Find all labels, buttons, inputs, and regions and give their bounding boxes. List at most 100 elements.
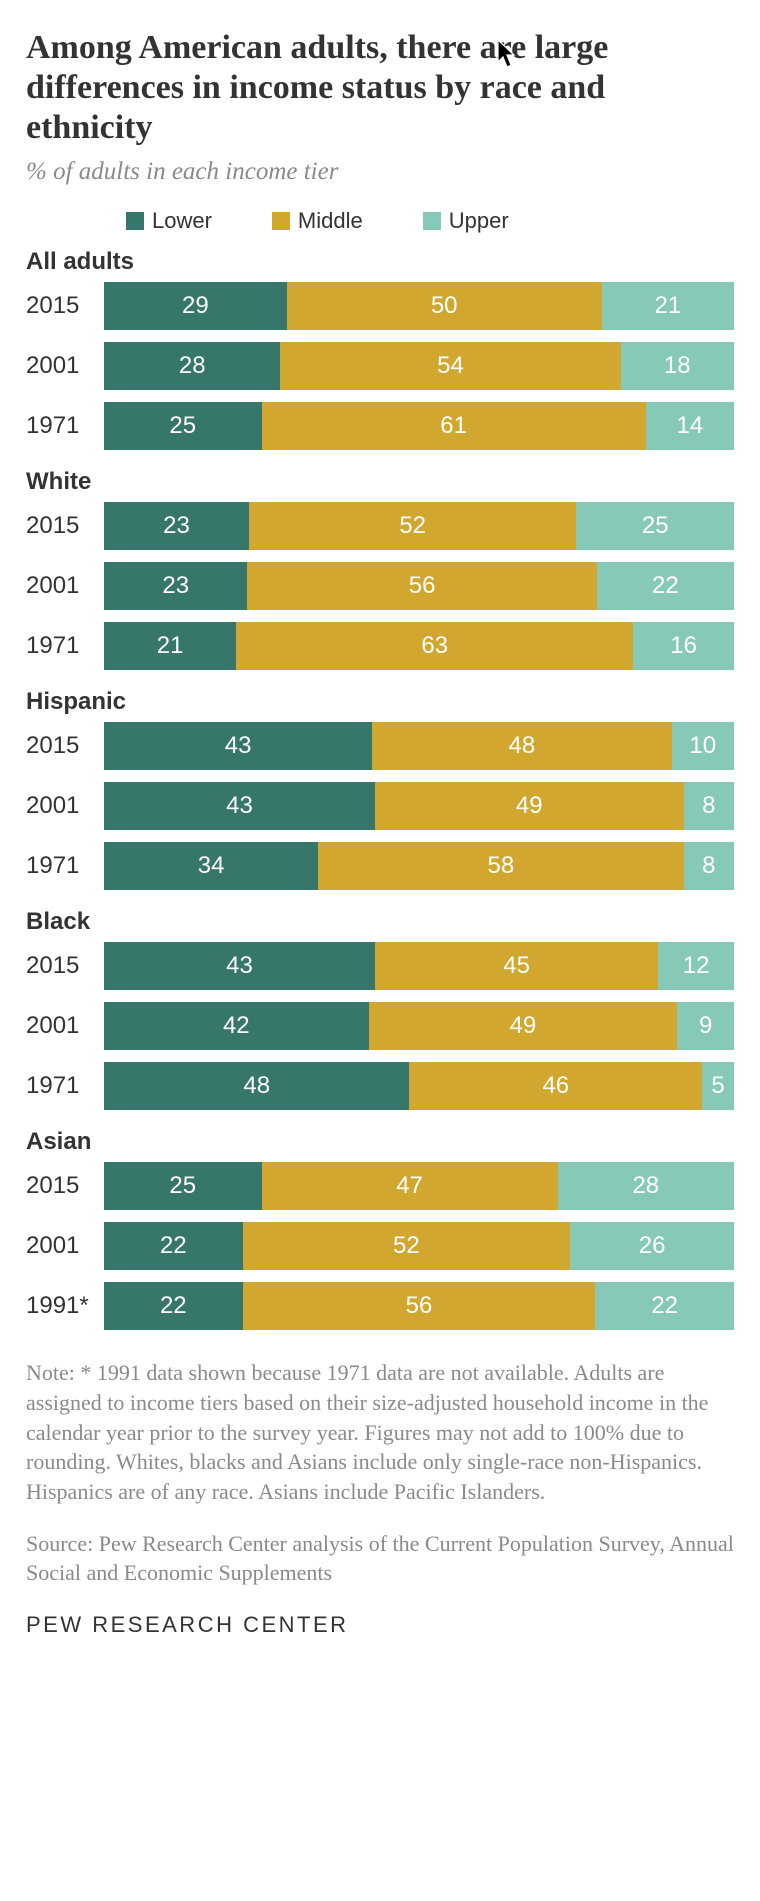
stacked-bar: 216316 (104, 622, 734, 670)
bar-segment-middle: 46 (409, 1062, 702, 1110)
bar-segment-lower: 25 (104, 402, 262, 450)
group-label: All adults (26, 248, 734, 276)
bar-segment-upper: 8 (684, 782, 734, 830)
bar-segment-lower: 48 (104, 1062, 409, 1110)
chart-note: Note: * 1991 data shown because 1971 dat… (26, 1358, 734, 1506)
stacked-bar: 235225 (104, 502, 734, 550)
bar-segment-middle: 52 (249, 502, 577, 550)
row-year-label: 1971 (26, 632, 104, 660)
stacked-bar: 254728 (104, 1162, 734, 1210)
chart-group: Hispanic2015434810200143498197134588 (26, 688, 734, 890)
stacked-bar: 48465 (104, 1062, 734, 1110)
bar-row: 197148465 (26, 1062, 734, 1110)
bar-segment-upper: 9 (677, 1002, 734, 1050)
stacked-bar: 225226 (104, 1222, 734, 1270)
stacked-bar: 42499 (104, 1002, 734, 1050)
chart-body: All adults201529502120012854181971256114… (26, 248, 734, 1330)
bar-segment-lower: 22 (104, 1282, 243, 1330)
bar-segment-middle: 58 (318, 842, 683, 890)
bar-segment-upper: 8 (684, 842, 734, 890)
bar-segment-upper: 22 (595, 1282, 734, 1330)
legend-label: Lower (152, 208, 212, 234)
legend: Lower Middle Upper (26, 208, 734, 234)
bar-row: 2001285418 (26, 342, 734, 390)
bar-row: 200143498 (26, 782, 734, 830)
bar-row: 2001235622 (26, 562, 734, 610)
bar-segment-middle: 54 (280, 342, 620, 390)
bar-segment-middle: 61 (262, 402, 646, 450)
bar-segment-lower: 34 (104, 842, 318, 890)
group-label: Asian (26, 1128, 734, 1156)
group-label: Hispanic (26, 688, 734, 716)
bar-segment-middle: 47 (262, 1162, 558, 1210)
bar-segment-middle: 48 (372, 722, 671, 770)
bar-segment-lower: 43 (104, 722, 372, 770)
stacked-bar: 295021 (104, 282, 734, 330)
group-label: White (26, 468, 734, 496)
row-year-label: 1991* (26, 1292, 104, 1320)
legend-item: Middle (272, 208, 363, 234)
bar-segment-middle: 49 (375, 782, 684, 830)
bar-row: 197134588 (26, 842, 734, 890)
row-year-label: 1971 (26, 1072, 104, 1100)
legend-item: Lower (126, 208, 212, 234)
bar-segment-lower: 23 (104, 502, 249, 550)
bar-segment-upper: 22 (597, 562, 734, 610)
stacked-bar: 235622 (104, 562, 734, 610)
legend-label: Upper (449, 208, 509, 234)
bar-segment-upper: 16 (633, 622, 734, 670)
bar-segment-upper: 28 (558, 1162, 734, 1210)
bar-segment-middle: 45 (375, 942, 659, 990)
row-year-label: 2001 (26, 572, 104, 600)
stacked-bar: 434810 (104, 722, 734, 770)
bar-segment-upper: 12 (658, 942, 734, 990)
brand-label: PEW RESEARCH CENTER (26, 1612, 734, 1638)
stacked-bar: 285418 (104, 342, 734, 390)
legend-swatch (272, 212, 290, 230)
bar-segment-middle: 50 (287, 282, 602, 330)
row-year-label: 2015 (26, 952, 104, 980)
chart-group: All adults201529502120012854181971256114 (26, 248, 734, 450)
legend-swatch (423, 212, 441, 230)
bar-segment-upper: 25 (576, 502, 734, 550)
chart-subtitle: % of adults in each income tier (26, 158, 734, 186)
group-label: Black (26, 908, 734, 936)
bar-segment-middle: 63 (236, 622, 633, 670)
row-year-label: 1971 (26, 412, 104, 440)
row-year-label: 2001 (26, 352, 104, 380)
bar-row: 2015434810 (26, 722, 734, 770)
chart-source: Source: Pew Research Center analysis of … (26, 1529, 734, 1588)
stacked-bar: 43498 (104, 782, 734, 830)
bar-segment-middle: 56 (247, 562, 596, 610)
legend-item: Upper (423, 208, 509, 234)
bar-segment-middle: 52 (243, 1222, 571, 1270)
bar-segment-middle: 56 (243, 1282, 596, 1330)
stacked-bar: 34588 (104, 842, 734, 890)
bar-row: 2015295021 (26, 282, 734, 330)
title-wrap: Among American adults, there are large d… (26, 28, 734, 148)
bar-row: 2001225226 (26, 1222, 734, 1270)
chart-group: Asian201525472820012252261991*225622 (26, 1128, 734, 1330)
bar-segment-lower: 43 (104, 782, 375, 830)
row-year-label: 2015 (26, 292, 104, 320)
legend-label: Middle (298, 208, 363, 234)
bar-segment-lower: 43 (104, 942, 375, 990)
chart-card: Among American adults, there are large d… (0, 0, 760, 1668)
bar-segment-upper: 10 (672, 722, 734, 770)
bar-segment-lower: 29 (104, 282, 287, 330)
bar-segment-middle: 49 (369, 1002, 678, 1050)
stacked-bar: 434512 (104, 942, 734, 990)
row-year-label: 2001 (26, 1232, 104, 1260)
chart-title: Among American adults, there are large d… (26, 28, 734, 148)
bar-row: 1991*225622 (26, 1282, 734, 1330)
bar-segment-upper: 21 (602, 282, 734, 330)
row-year-label: 1971 (26, 852, 104, 880)
bar-row: 2015434512 (26, 942, 734, 990)
bar-row: 200142499 (26, 1002, 734, 1050)
row-year-label: 2001 (26, 792, 104, 820)
bar-segment-lower: 42 (104, 1002, 369, 1050)
bar-segment-lower: 28 (104, 342, 280, 390)
bar-segment-upper: 18 (621, 342, 734, 390)
bar-segment-lower: 22 (104, 1222, 243, 1270)
legend-swatch (126, 212, 144, 230)
